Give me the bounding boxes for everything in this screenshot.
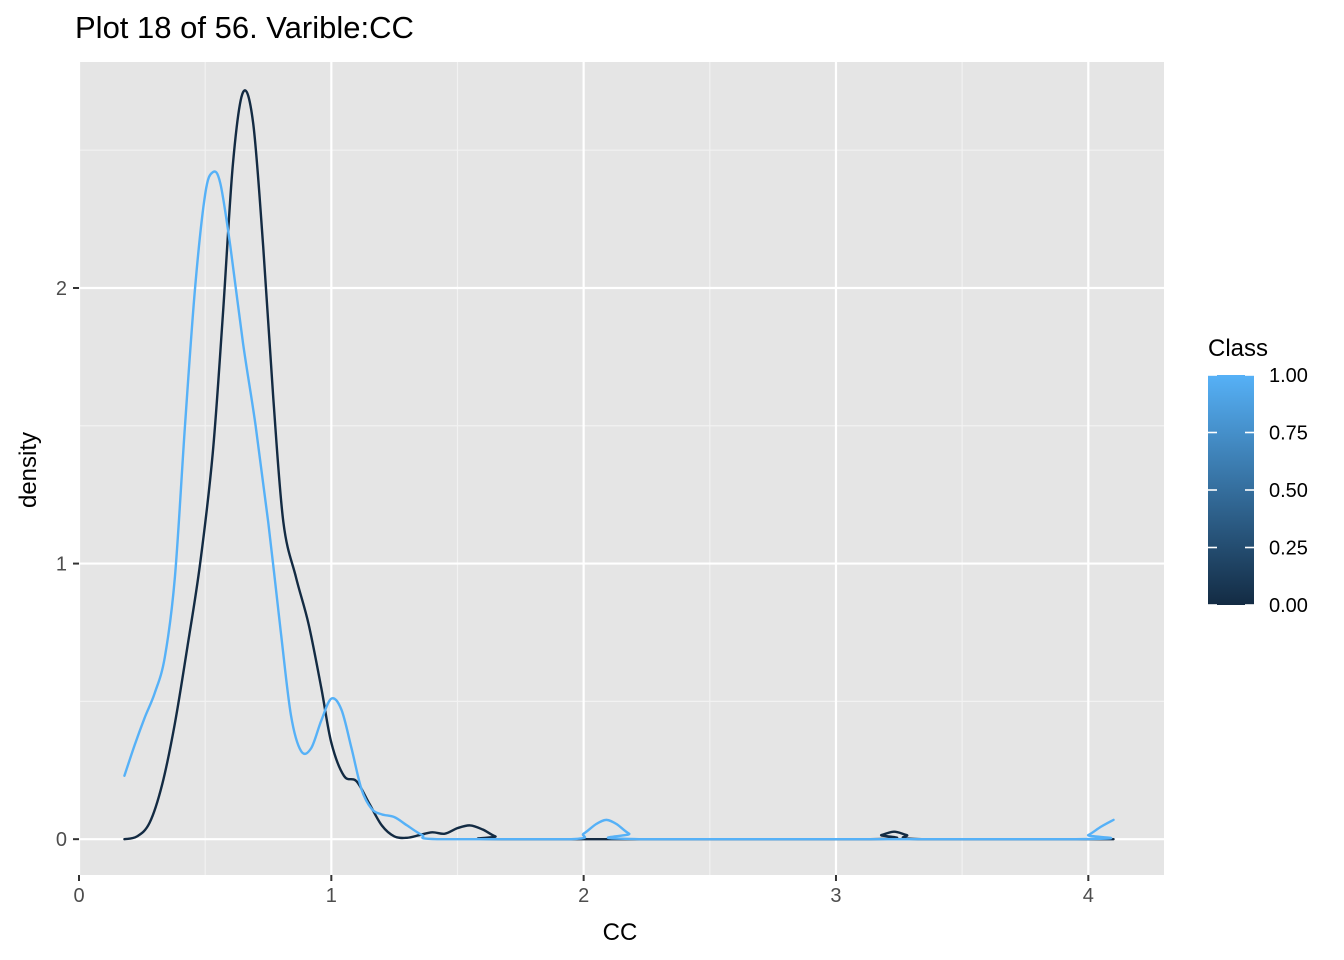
legend-ticks: 0.00 0.25 0.50 0.75 1.00: [1208, 365, 1308, 617]
y-axis-title: density: [15, 432, 42, 508]
x-tick-label: 2: [578, 885, 589, 907]
legend-tick-label: 0.00: [1269, 595, 1308, 617]
y-tick-label: 2: [56, 278, 67, 300]
minor-grid-lines: [79, 62, 1164, 875]
x-tick-label: 1: [326, 885, 337, 907]
x-axis-title: CC: [603, 919, 638, 946]
y-tick-label: 1: [56, 554, 67, 576]
legend-title: Class: [1208, 335, 1268, 362]
y-tick-label: 0: [56, 829, 67, 851]
plot-panel: [79, 62, 1164, 875]
legend-tick-label: 0.50: [1269, 480, 1308, 502]
density-line-class-1: [123, 170, 1115, 841]
density-lines: [123, 89, 1115, 841]
legend: Class 0.00 0.25 0.50 0.75 1.00: [1208, 335, 1308, 617]
x-tick-label: 0: [73, 885, 84, 907]
chart-title: Plot 18 of 56. Varible:CC: [75, 10, 414, 45]
legend-tick-label: 1.00: [1269, 365, 1308, 387]
x-axis: 0 1 2 3 4: [73, 875, 1094, 907]
x-tick-label: 4: [1083, 885, 1094, 907]
legend-tick-label: 0.75: [1269, 423, 1308, 445]
y-axis: 0 1 2: [56, 278, 79, 851]
legend-tick-label: 0.25: [1269, 538, 1308, 560]
x-tick-label: 3: [830, 885, 841, 907]
